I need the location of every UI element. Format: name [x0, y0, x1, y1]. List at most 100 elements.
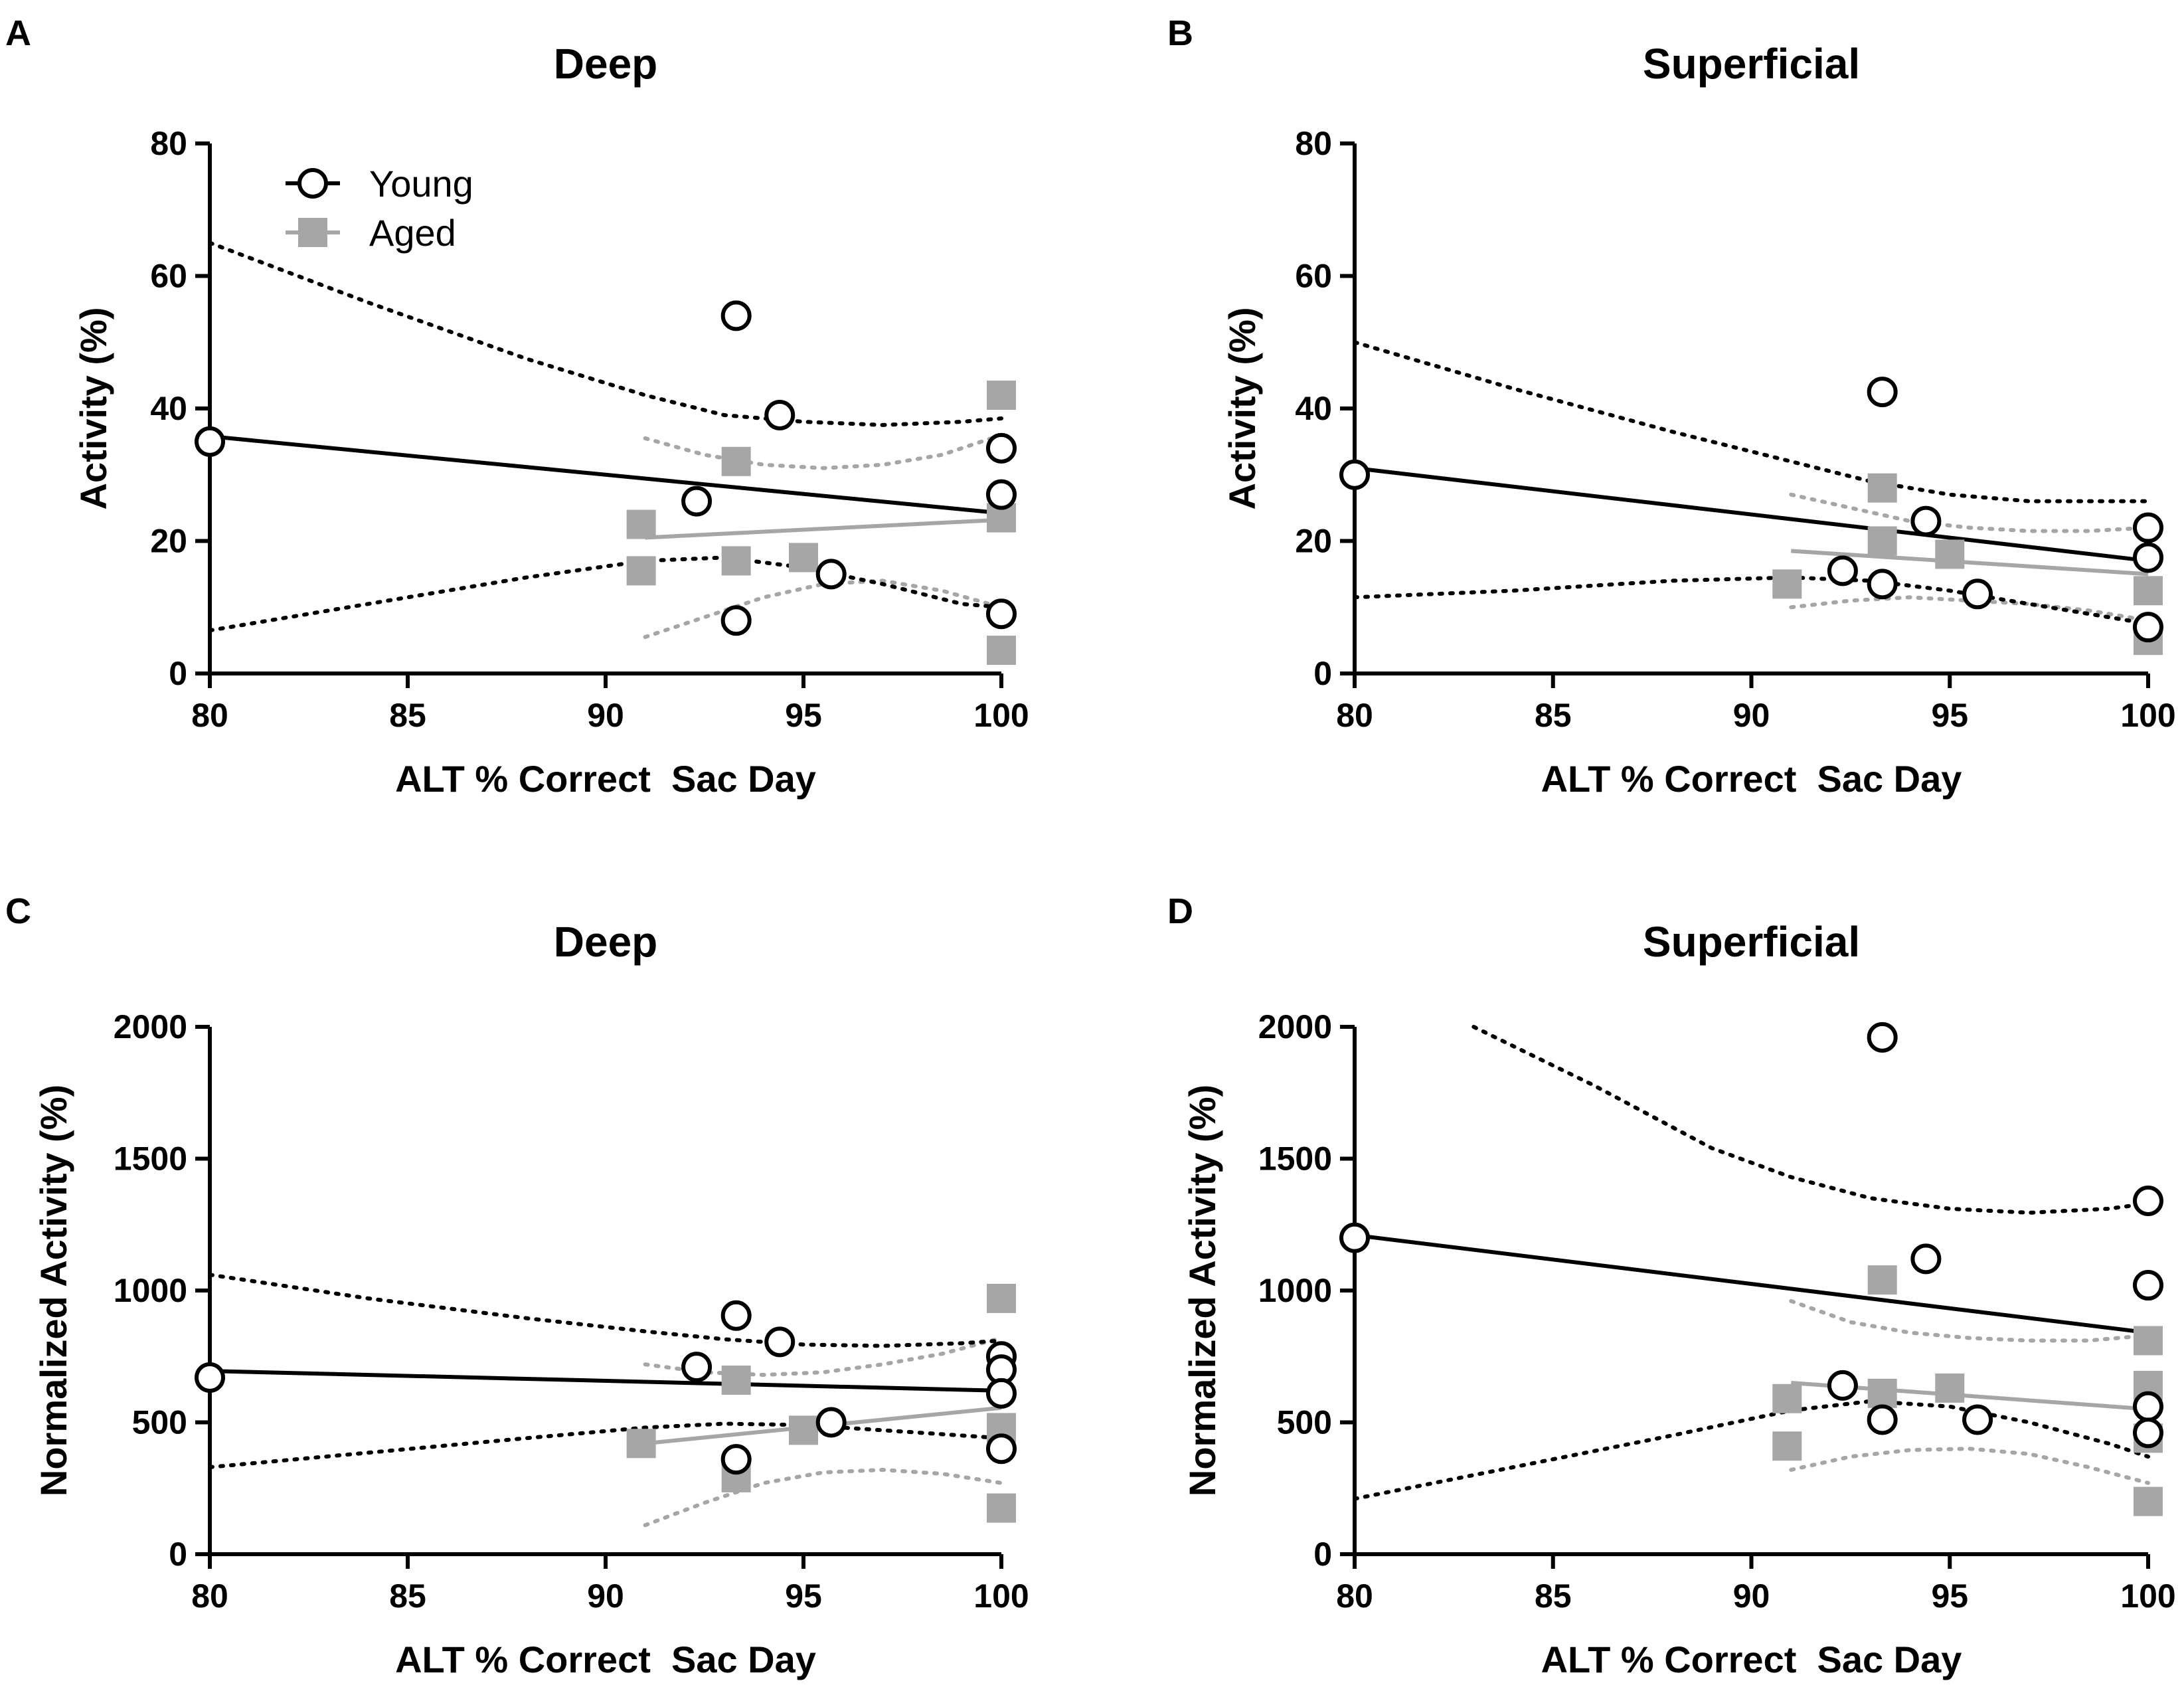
aged-data-point — [1772, 1431, 1802, 1461]
aged-regression-line — [645, 517, 1002, 540]
panel-B: B Superficial 0 20 40 60 80 80 85 90 95 100 ALT % Co… — [1167, 13, 2176, 800]
aged-data-point — [721, 1365, 751, 1395]
young-ci-upper-band — [1353, 340, 2150, 503]
young-data-point — [1339, 1222, 1370, 1253]
x-tick-label: 80 — [191, 697, 228, 734]
young-ci-lower-band — [1353, 1399, 2150, 1501]
young-data-point — [2133, 542, 2163, 573]
young-data-point — [720, 300, 752, 331]
legend-aged-marker — [298, 218, 327, 247]
young-data-point — [720, 1300, 752, 1331]
panel-D: D Superficial 0 500 1000 1500 2000 80 85 90 95 100 A… — [1167, 891, 2176, 1680]
x-tick-label: 95 — [1931, 1577, 1968, 1615]
legend-young-label: Young — [369, 163, 473, 205]
y-tick-label: 80 — [1295, 125, 1332, 162]
aged-data-point — [1867, 526, 1897, 556]
x-tick-label: 80 — [1336, 1577, 1373, 1615]
young-data-point — [1827, 1370, 1858, 1401]
x-tick-label: 100 — [2120, 697, 2175, 734]
aged-data-point — [626, 1429, 656, 1459]
young-data-point — [815, 559, 847, 590]
x-tick-label: 95 — [785, 697, 822, 734]
aged-data-point — [987, 381, 1016, 410]
y-tick-label: 2000 — [114, 1008, 187, 1045]
aged-data-point — [626, 509, 656, 539]
young-data-point — [2133, 1391, 2163, 1422]
x-tick-label: 85 — [389, 697, 426, 734]
aged-data-point — [1867, 1378, 1897, 1408]
young-data-point — [815, 1407, 847, 1438]
x-tick-label: 90 — [587, 697, 624, 734]
young-regression-line — [1354, 1233, 2149, 1335]
y-tick-label: 80 — [150, 125, 187, 162]
young-data-point — [764, 1326, 796, 1358]
young-data-point — [2133, 1417, 2163, 1449]
aged-data-point — [1772, 569, 1802, 599]
aged-data-point — [721, 446, 751, 476]
y-axis-label: Normalized Activity (%) — [33, 1085, 74, 1496]
young-ci-lower-band — [208, 1421, 1003, 1469]
panel-letter: B — [1167, 13, 1193, 53]
young-ci-upper-band — [208, 1273, 1003, 1348]
chart-title: Superficial — [1643, 918, 1860, 966]
legend-young-marker — [297, 168, 328, 199]
young-data-point — [2133, 1270, 2163, 1301]
y-tick-label: 1500 — [114, 1140, 187, 1178]
young-data-point — [195, 1362, 225, 1393]
young-ci-upper-band — [1471, 1025, 2150, 1215]
y-tick-label: 60 — [150, 258, 187, 295]
x-tick-label: 80 — [1336, 697, 1373, 734]
young-data-point — [2133, 612, 2163, 643]
x-tick-label: 100 — [2120, 1577, 2175, 1615]
aged-data-point — [789, 543, 818, 573]
young-ci-lower-band — [208, 555, 1003, 633]
young-data-point — [764, 399, 796, 430]
young-data-point — [986, 432, 1017, 464]
x-tick-label: 90 — [587, 1577, 624, 1615]
x-axis-label: ALT % Correct Sac Day — [395, 1639, 816, 1680]
aged-regression-line — [1791, 549, 2149, 577]
y-tick-label: 40 — [1295, 390, 1332, 427]
aged-ci-upper-band — [1789, 492, 2150, 533]
x-tick-label: 100 — [973, 697, 1029, 734]
young-data-point — [986, 479, 1017, 510]
y-axis-label: Activity (%) — [72, 308, 114, 510]
x-tick-label: 90 — [1733, 697, 1770, 734]
aged-data-point — [987, 636, 1016, 666]
y-tick-label: 2000 — [1258, 1008, 1332, 1045]
y-tick-label: 60 — [1295, 258, 1332, 295]
legend-aged-label: Aged — [369, 212, 456, 254]
y-tick-label: 40 — [150, 390, 187, 427]
y-tick-label: 0 — [169, 1536, 187, 1573]
aged-data-point — [2134, 1486, 2163, 1516]
young-data-point — [681, 1352, 713, 1383]
aged-data-point — [2134, 1326, 2163, 1356]
x-tick-label: 85 — [1535, 1577, 1572, 1615]
aged-data-point — [789, 1415, 818, 1445]
aged-data-point — [1867, 473, 1897, 503]
panel-letter: D — [1167, 891, 1193, 931]
young-data-point — [986, 1433, 1017, 1465]
aged-data-point — [626, 556, 656, 586]
y-tick-label: 500 — [1277, 1404, 1332, 1441]
y-tick-label: 20 — [150, 523, 187, 560]
young-data-point — [720, 1444, 752, 1475]
aged-ci-lower-band — [1789, 1447, 2150, 1485]
aged-data-point — [1935, 539, 1965, 569]
young-data-point — [1910, 505, 1942, 537]
aged-data-point — [2134, 576, 2163, 606]
aged-data-point — [987, 1493, 1016, 1523]
y-tick-label: 0 — [1313, 1536, 1332, 1573]
y-tick-label: 1000 — [114, 1272, 187, 1309]
young-data-point — [2133, 512, 2163, 543]
young-data-point — [986, 1378, 1017, 1409]
chart-title: Deep — [554, 918, 658, 966]
young-data-point — [1867, 377, 1898, 408]
young-data-point — [1910, 1243, 1942, 1275]
panel-letter: C — [5, 891, 31, 931]
aged-data-point — [721, 546, 751, 576]
legend: Young Aged — [286, 163, 473, 254]
young-data-point — [681, 486, 713, 517]
x-tick-label: 85 — [1535, 697, 1572, 734]
y-tick-label: 0 — [169, 655, 187, 692]
